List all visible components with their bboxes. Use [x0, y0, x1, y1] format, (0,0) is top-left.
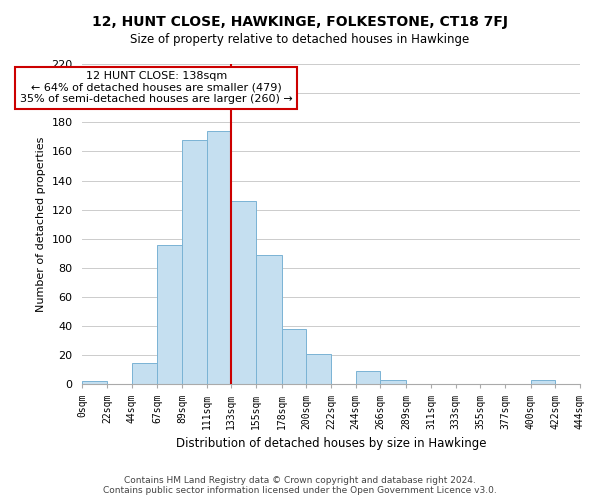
Bar — [232, 201, 256, 384]
Text: Contains HM Land Registry data © Crown copyright and database right 2024.
Contai: Contains HM Land Registry data © Crown c… — [103, 476, 497, 495]
Text: 12 HUNT CLOSE: 138sqm
← 64% of detached houses are smaller (479)
35% of semi-det: 12 HUNT CLOSE: 138sqm ← 64% of detached … — [20, 72, 293, 104]
Y-axis label: Number of detached properties: Number of detached properties — [36, 136, 46, 312]
X-axis label: Distribution of detached houses by size in Hawkinge: Distribution of detached houses by size … — [176, 437, 487, 450]
Bar — [380, 380, 406, 384]
Text: 12, HUNT CLOSE, HAWKINGE, FOLKESTONE, CT18 7FJ: 12, HUNT CLOSE, HAWKINGE, FOLKESTONE, CT… — [92, 15, 508, 29]
Bar — [307, 354, 331, 384]
Bar — [256, 255, 282, 384]
Text: Size of property relative to detached houses in Hawkinge: Size of property relative to detached ho… — [130, 32, 470, 46]
Bar — [206, 131, 232, 384]
Bar — [282, 329, 307, 384]
Bar — [82, 382, 107, 384]
Bar — [182, 140, 206, 384]
Bar — [356, 372, 380, 384]
Bar — [157, 244, 182, 384]
Bar — [530, 380, 556, 384]
Bar — [131, 362, 157, 384]
